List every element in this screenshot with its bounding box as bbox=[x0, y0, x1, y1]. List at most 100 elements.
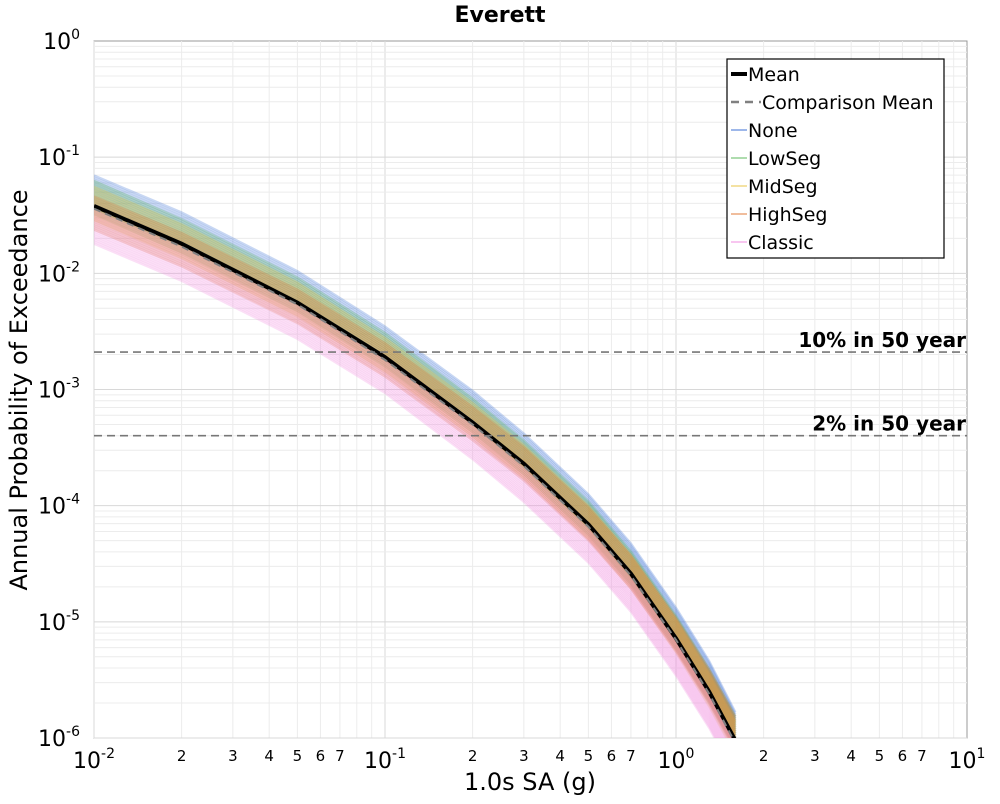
series-curve-midseg bbox=[94, 219, 728, 738]
series-curve-midseg bbox=[94, 212, 731, 738]
series-curve-classic bbox=[94, 219, 729, 738]
series-curve-lowseg bbox=[94, 213, 731, 738]
series-curve-highseg bbox=[94, 197, 737, 720]
x-minor-tick-label: 7 bbox=[626, 747, 636, 765]
x-minor-tick-label: 2 bbox=[177, 747, 187, 765]
series-curve-classic bbox=[94, 238, 719, 738]
series-curve-lowseg bbox=[94, 208, 733, 738]
x-minor-tick-label: 7 bbox=[335, 747, 345, 765]
series-curve-midseg bbox=[94, 214, 730, 738]
series-curve-classic bbox=[94, 242, 716, 738]
x-tick-label: 10-1 bbox=[364, 746, 406, 774]
series-curve-midseg bbox=[94, 193, 737, 731]
series-curve-classic bbox=[94, 234, 721, 738]
x-minor-tick-label: 5 bbox=[584, 747, 594, 765]
series-curve-lowseg bbox=[94, 196, 737, 734]
series-curve-midseg bbox=[94, 200, 737, 737]
x-minor-tick-label: 7 bbox=[917, 747, 927, 765]
y-tick-label: 100 bbox=[43, 27, 80, 55]
y-axis-label: Annual Probability of Exceedance bbox=[5, 189, 33, 590]
reference-lines: 10% in 50 year 2% in 50 year bbox=[94, 328, 967, 437]
series-curve-classic bbox=[94, 221, 728, 738]
x-tick-label: 101 bbox=[949, 746, 986, 774]
reference-line-label: 10% in 50 year bbox=[798, 328, 966, 352]
series-curve-none bbox=[94, 197, 737, 736]
x-minor-tick-label: 5 bbox=[293, 747, 303, 765]
series-curve-none bbox=[94, 193, 737, 732]
series-curve-classic bbox=[94, 230, 723, 738]
x-minor-tick-label: 3 bbox=[519, 747, 529, 765]
x-minor-tick-label: 6 bbox=[898, 747, 908, 765]
series-curve-none bbox=[94, 174, 737, 713]
series-curve-classic bbox=[94, 228, 724, 738]
y-tick-label: 10-4 bbox=[38, 492, 80, 520]
series-curve-classic bbox=[94, 217, 730, 738]
series-curve-none bbox=[94, 199, 737, 738]
series-curve-classic bbox=[94, 213, 732, 738]
x-axis-label: 1.0s SA (g) bbox=[464, 768, 596, 796]
series-curve-highseg bbox=[94, 203, 737, 726]
series-curve-classic bbox=[94, 211, 733, 738]
series-curve-midseg bbox=[94, 191, 737, 729]
chart-title: Everett bbox=[454, 3, 546, 28]
y-tick-label: 10-1 bbox=[38, 143, 80, 171]
mean-line bbox=[94, 204, 737, 738]
legend-label: HighSeg bbox=[748, 204, 827, 226]
series-lines bbox=[94, 204, 737, 738]
series-curve-lowseg bbox=[94, 194, 737, 732]
series-curve-midseg bbox=[94, 187, 737, 724]
grid-lines bbox=[93, 41, 967, 739]
legend-label: Mean bbox=[748, 64, 800, 86]
series-curve-none bbox=[94, 195, 737, 734]
y-tick-label: 10-3 bbox=[38, 376, 80, 404]
series-curve-none bbox=[94, 188, 737, 728]
series-curve-highseg bbox=[94, 226, 732, 738]
legend-label: None bbox=[748, 120, 798, 142]
series-curve-lowseg bbox=[94, 188, 737, 726]
x-minor-tick-label: 2 bbox=[759, 747, 769, 765]
series-curve-lowseg bbox=[94, 192, 737, 730]
series-curve-midseg bbox=[94, 198, 737, 735]
series-curve-midseg bbox=[94, 189, 737, 727]
x-minor-tick-label: 3 bbox=[228, 747, 238, 765]
series-curve-none bbox=[94, 191, 737, 730]
x-minor-tick-label: 2 bbox=[468, 747, 478, 765]
series-curve-classic bbox=[94, 232, 722, 738]
series-curve-lowseg bbox=[94, 183, 737, 722]
series-curve-highseg bbox=[94, 228, 731, 738]
series-curve-midseg bbox=[94, 185, 737, 722]
x-minor-tick-label: 4 bbox=[555, 747, 565, 765]
y-tick-label: 10-2 bbox=[38, 259, 80, 287]
x-minor-tick-label: 4 bbox=[846, 747, 856, 765]
x-tick-label: 100 bbox=[658, 746, 695, 774]
series-curve-lowseg bbox=[94, 190, 737, 728]
legend: Mean Comparison Mean None LowSeg MidSeg HighS… bbox=[726, 58, 945, 259]
series-curve-none bbox=[94, 182, 737, 721]
y-tick-label: 10-5 bbox=[38, 608, 80, 636]
x-tick-label: 10-2 bbox=[73, 746, 115, 774]
series-curve-classic bbox=[94, 240, 717, 738]
series-curve-highseg bbox=[94, 195, 737, 718]
series-curve-lowseg bbox=[94, 179, 737, 718]
series-curve-lowseg bbox=[94, 181, 737, 720]
series-curve-highseg bbox=[94, 201, 737, 724]
series-curve-lowseg bbox=[94, 185, 737, 724]
x-minor-tick-label: 6 bbox=[607, 747, 617, 765]
y-axis-ticks: 100 10-1 10-2 10-3 10-4 10-5 10-6 bbox=[38, 27, 80, 752]
legend-label: MidSeg bbox=[748, 176, 818, 198]
series-curve-none bbox=[94, 186, 737, 726]
series-curve-lowseg bbox=[94, 211, 732, 738]
reference-line-label: 2% in 50 year bbox=[812, 412, 966, 436]
legend-label: LowSeg bbox=[748, 148, 821, 170]
series-curve-classic bbox=[94, 226, 725, 738]
series-curve-midseg bbox=[94, 196, 737, 733]
y-tick-label: 10-6 bbox=[38, 724, 80, 752]
series-curve-none bbox=[94, 184, 737, 724]
series-curve-highseg bbox=[94, 224, 733, 738]
legend-box bbox=[726, 58, 945, 259]
series-curve-none bbox=[94, 178, 737, 717]
series-curve-none bbox=[94, 180, 737, 719]
x-minor-tick-label: 5 bbox=[875, 747, 885, 765]
